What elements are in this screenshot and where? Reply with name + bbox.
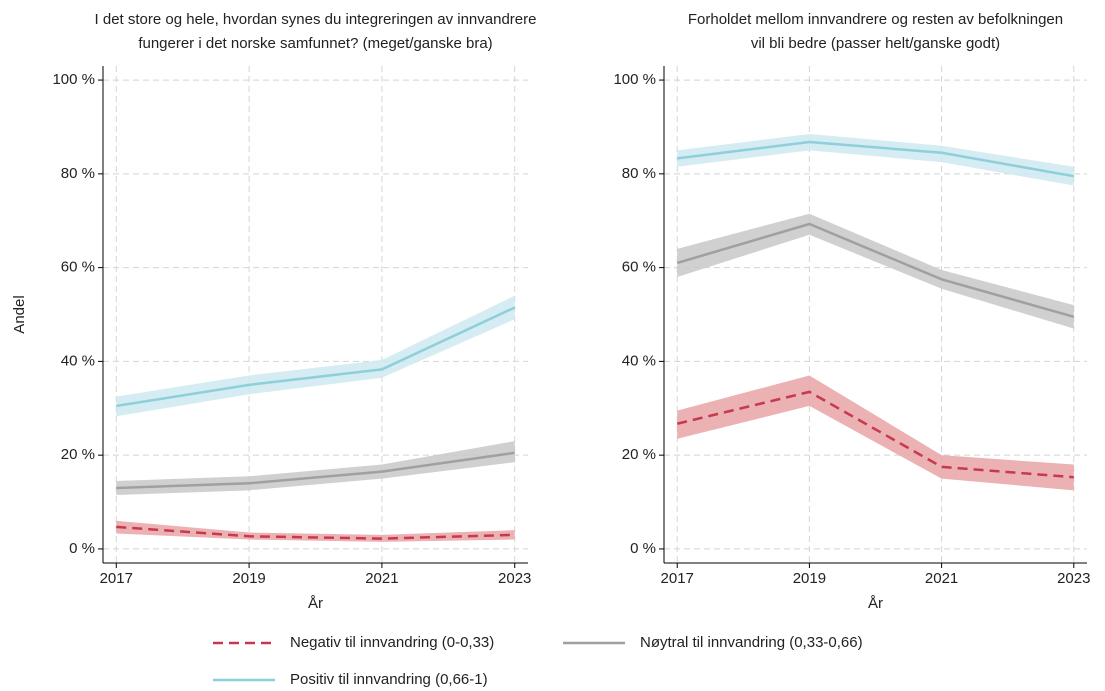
chart-title: fungerer i det norske samfunnet? (meget/… xyxy=(138,35,492,52)
y-tick-label: 60 % xyxy=(61,259,95,276)
chart-title: I det store og hele, hvordan synes du in… xyxy=(95,11,537,28)
x-tick-label: 2019 xyxy=(232,570,265,587)
chart-title: Forholdet mellom innvandrere og resten a… xyxy=(688,11,1063,28)
y-tick-label: 60 % xyxy=(622,259,656,276)
line xyxy=(116,451,515,490)
y-tick-label: 40 % xyxy=(61,352,95,369)
confidence-band xyxy=(677,375,1074,491)
line xyxy=(677,140,1074,178)
y-tick-label: 80 % xyxy=(61,165,95,182)
y-tick-label: 20 % xyxy=(61,446,95,463)
x-axis-label: År xyxy=(308,595,323,612)
y-tick-label: 0 % xyxy=(69,540,95,557)
line xyxy=(116,306,516,408)
y-tick-label: 80 % xyxy=(622,165,656,182)
y-tick-label: 100 % xyxy=(52,71,95,88)
line xyxy=(676,390,1074,479)
legend-label: Negativ til innvandring (0-0,33) xyxy=(290,634,494,651)
chart-title: vil bli bedre (passer helt/ganske godt) xyxy=(751,35,1000,52)
x-axis-label: År xyxy=(868,595,883,612)
y-tick-label: 0 % xyxy=(630,540,656,557)
y-tick-label: 20 % xyxy=(622,446,656,463)
x-tick-label: 2021 xyxy=(365,570,398,587)
confidence-band xyxy=(677,133,1074,186)
y-tick-label: 40 % xyxy=(622,352,656,369)
confidence-band xyxy=(677,213,1074,329)
x-tick-label: 2023 xyxy=(498,570,531,587)
y-axis-label: Andel xyxy=(11,295,28,333)
x-tick-label: 2021 xyxy=(925,570,958,587)
x-tick-label: 2019 xyxy=(793,570,826,587)
confidence-band xyxy=(116,295,515,417)
x-tick-label: 2023 xyxy=(1057,570,1090,587)
confidence-band xyxy=(116,520,515,542)
confidence-band xyxy=(116,441,515,496)
line xyxy=(676,222,1075,319)
line xyxy=(116,525,515,540)
y-tick-label: 100 % xyxy=(613,71,656,88)
legend-label: Nøytral til innvandring (0,33-0,66) xyxy=(640,634,863,651)
x-tick-label: 2017 xyxy=(100,570,133,587)
legend-label: Positiv til innvandring (0,66-1) xyxy=(290,671,488,688)
x-tick-label: 2017 xyxy=(661,570,694,587)
